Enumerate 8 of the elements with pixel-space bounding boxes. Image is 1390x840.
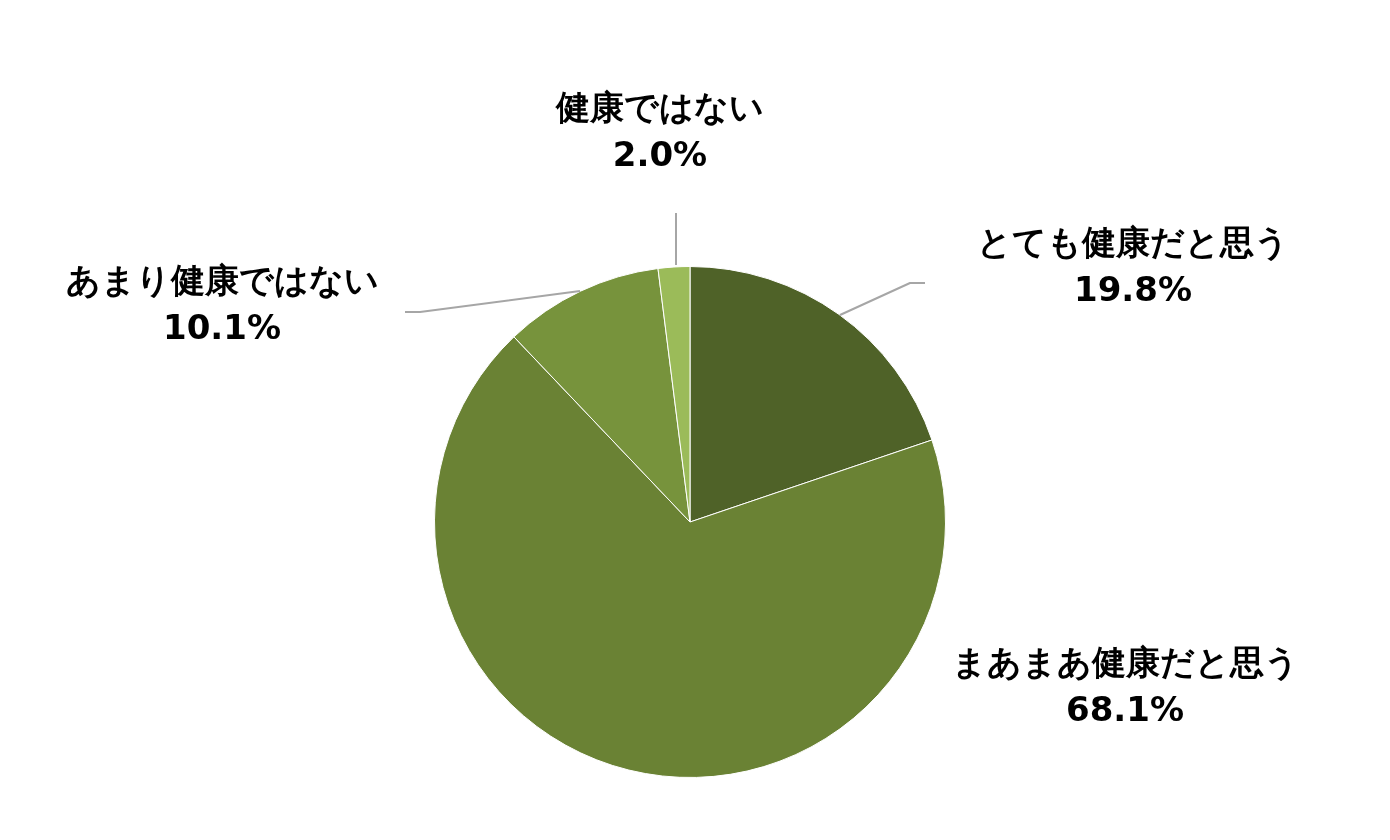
slice-label: まあまあ健康だと思う — [951, 641, 1299, 682]
data-label: 19.8% — [1074, 268, 1192, 309]
data-label: 68.1% — [1066, 688, 1184, 729]
slice-label: あまり健康ではない — [65, 259, 379, 300]
data-label: 10.1% — [163, 306, 281, 347]
data-label: 2.0% — [612, 133, 708, 174]
slice-label: とても健康だと思う — [977, 221, 1289, 262]
slice-label: 健康ではない — [555, 86, 764, 127]
